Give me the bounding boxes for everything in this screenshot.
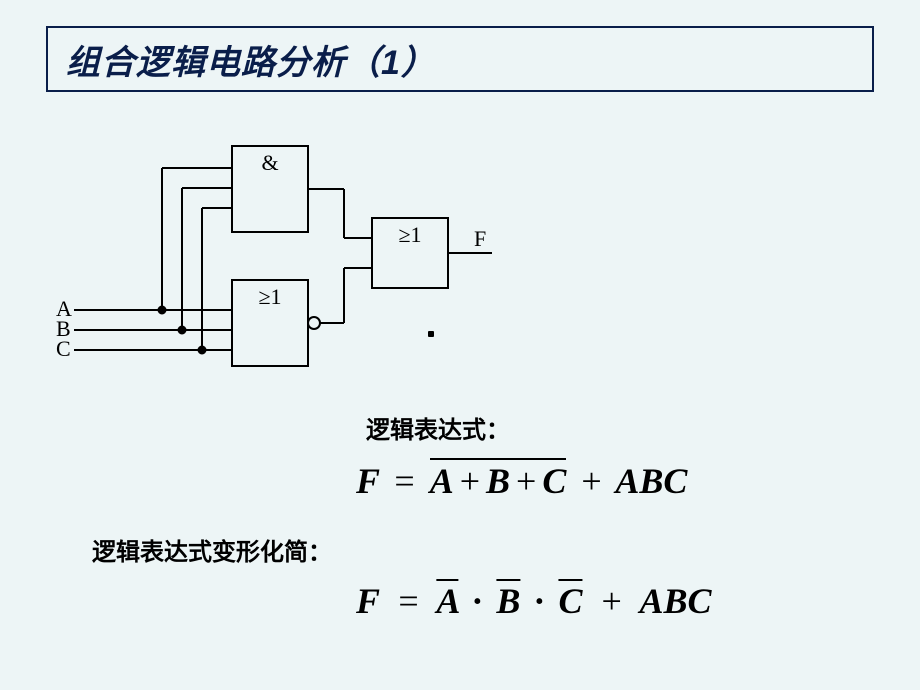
input-c-label: C: [56, 336, 71, 361]
f2-lhs: F: [356, 581, 379, 621]
title-box: 组合逻辑电路分析（1）: [46, 26, 874, 92]
f2-a-bar: A: [436, 581, 458, 621]
f2-abc: ABC: [639, 581, 711, 621]
f1-plus-2: +: [510, 461, 542, 501]
simplify-label: 逻辑表达式变形化简：: [92, 532, 332, 567]
formula-2: F = A · B · C + ABC: [356, 580, 711, 622]
f1-a: A: [430, 461, 454, 501]
page-marker-dot: [428, 331, 434, 337]
f2-c-bar: C: [558, 581, 582, 621]
f1-lhs: F: [356, 461, 379, 501]
f1-overline-group: A+B+C: [430, 460, 567, 502]
expression-label: 逻辑表达式：: [366, 410, 510, 445]
circuit-diagram: & ≥1 ≥1 A B C F: [44, 134, 504, 414]
equals-1: =: [388, 461, 420, 501]
output-f-label: F: [474, 226, 486, 251]
and-gate-symbol: &: [261, 150, 278, 175]
f1-b: B: [486, 461, 510, 501]
nor-gate-symbol: ≥1: [258, 284, 281, 309]
f1-plus-1: +: [454, 461, 486, 501]
f1-abc: ABC: [615, 461, 687, 501]
f1-plus-3: +: [575, 461, 607, 501]
f2-b-bar: B: [496, 581, 520, 621]
equals-2: =: [388, 581, 428, 621]
or-gate-symbol: ≥1: [398, 222, 421, 247]
f1-c: C: [542, 461, 566, 501]
f2-plus: +: [591, 581, 631, 621]
page-title: 组合逻辑电路分析（1）: [66, 35, 436, 84]
formula-1: F = A+B+C + ABC: [356, 460, 687, 502]
f2-dot-2: ·: [529, 581, 549, 621]
f2-dot-1: ·: [467, 581, 487, 621]
